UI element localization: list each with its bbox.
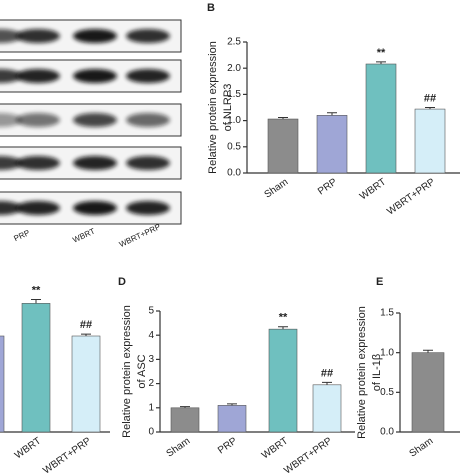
annotation: **: [279, 312, 288, 324]
panel-label: B: [207, 2, 215, 14]
y-tick-label: 0.5: [227, 141, 241, 152]
y-axis-label: of IL-1β: [371, 354, 383, 392]
bar: [217, 405, 247, 433]
y-tick-label: 2.0: [227, 63, 241, 74]
blot-band: [16, 113, 60, 127]
x-tick-label: WBRT: [358, 177, 388, 203]
lane-label: WBRT: [71, 227, 96, 245]
bar: [268, 328, 298, 433]
annotation: ##: [321, 367, 333, 379]
blot-band: [73, 113, 117, 127]
blot-band: [126, 29, 170, 43]
y-axis-label: Relative protein expression: [121, 305, 133, 438]
y-axis-label: of NLRP3: [222, 84, 234, 132]
bar: [316, 115, 348, 174]
y-tick-label: 2.5: [227, 37, 241, 48]
annotation: ##: [424, 92, 436, 104]
x-tick-label: PRP: [216, 435, 239, 456]
blot-band: [73, 69, 117, 83]
error-bar: [81, 333, 91, 336]
blot-band: [73, 29, 117, 43]
lane-label: PRP: [12, 228, 31, 243]
y-tick-label: 0.0: [227, 168, 241, 179]
bar: [0, 335, 5, 433]
y-axis-label: Relative protein expression: [356, 306, 368, 439]
x-tick-label: WBRT: [13, 436, 43, 462]
blot-band: [16, 29, 60, 43]
blot-band: [126, 156, 170, 170]
bar: [365, 63, 397, 174]
blot-band: [0, 113, 22, 127]
blot-band: [0, 29, 22, 43]
annotation: **: [32, 284, 41, 296]
blot-band: [73, 156, 117, 170]
annotation: ##: [80, 319, 92, 331]
y-tick-label: 2: [148, 378, 154, 389]
y-axis-label: Relative protein expression: [207, 41, 219, 174]
annotation: **: [377, 47, 386, 59]
bar: [312, 384, 342, 433]
blot-band: [73, 201, 117, 215]
blot-band: [0, 69, 22, 83]
y-axis-label: of ASC: [136, 354, 148, 388]
y-tick-label: 0.5: [380, 387, 394, 398]
panel-label: E: [376, 276, 383, 288]
blot-band: [16, 69, 60, 83]
blot-band: [0, 156, 22, 170]
y-tick-label: 1.0: [380, 347, 394, 358]
blot-band: [16, 156, 60, 170]
blot-band: [0, 201, 22, 215]
y-tick-label: 0: [148, 427, 154, 438]
y-tick-label: 0.0: [380, 427, 394, 438]
error-bar: [227, 403, 237, 406]
panel-label: D: [118, 276, 126, 288]
blot-band: [126, 113, 170, 127]
y-tick-label: 1.5: [380, 308, 394, 319]
x-tick-label: WBRT+PRP: [385, 176, 437, 217]
x-tick-label: WBRT+PRP: [41, 435, 93, 474]
x-tick-label: Sham: [165, 436, 193, 460]
y-tick-label: 1.0: [227, 115, 241, 126]
error-bar: [278, 116, 288, 120]
error-bar: [425, 107, 435, 110]
error-bar: [180, 406, 190, 408]
bar: [411, 352, 445, 433]
y-tick-label: 4: [148, 330, 154, 341]
lane-label: WBRT+PRP: [118, 222, 162, 249]
y-tick-label: 3: [148, 354, 154, 365]
y-tick-label: 1.5: [227, 89, 241, 100]
bar: [267, 118, 299, 174]
blot-band: [16, 201, 60, 215]
blot-band: [126, 201, 170, 215]
error-bar: [376, 61, 386, 65]
x-tick-label: Sham: [263, 177, 291, 201]
bar: [414, 108, 446, 174]
y-tick-label: 1: [148, 402, 154, 413]
x-tick-label: WBRT: [260, 436, 290, 462]
x-tick-label: PRP: [316, 176, 339, 197]
x-tick-label: WBRT+PRP: [282, 435, 334, 474]
error-bar: [278, 326, 288, 330]
blot-band: [126, 69, 170, 83]
bar: [71, 335, 101, 433]
error-bar: [31, 299, 41, 304]
bar: [21, 303, 51, 433]
bar: [170, 407, 200, 433]
error-bar: [423, 349, 433, 353]
error-bar: [322, 381, 332, 385]
error-bar: [327, 112, 337, 116]
y-tick-label: 5: [148, 306, 154, 317]
x-tick-label: Sham: [408, 436, 436, 460]
